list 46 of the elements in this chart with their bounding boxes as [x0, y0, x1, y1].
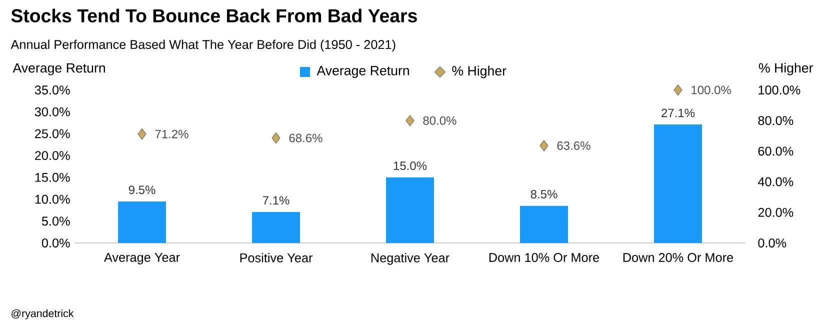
- data-label: 27.1%: [662, 108, 695, 118]
- data-label: 9.5%: [128, 186, 156, 194]
- x-tick-label: Down 10% Or More: [489, 253, 600, 262]
- data-label: 68.6%: [289, 134, 322, 142]
- data-label: 100.0%: [692, 86, 731, 94]
- data-label: 15.0%: [394, 162, 427, 170]
- y-tick-label: 15.0%: [35, 172, 70, 182]
- point: [406, 114, 414, 126]
- y2-tick-label: 100.0%: [758, 86, 800, 94]
- y-tick-label: 20.0%: [35, 151, 70, 160]
- bar: [252, 212, 300, 243]
- chart-subtitle: Annual Performance Based What The Year Before Did (1950 - 2021): [10, 40, 396, 52]
- point: [272, 132, 280, 144]
- y-tick-label: 0.0%: [42, 238, 70, 248]
- legend-label: % Higher: [452, 66, 506, 78]
- data-label: 71.2%: [155, 130, 188, 138]
- y-axis-title: Average Return: [12, 63, 105, 76]
- y-tick-label: 35.0%: [34, 86, 70, 94]
- y2-tick-label: 20.0%: [758, 208, 794, 217]
- y2-tick-label: 40.0%: [758, 177, 794, 186]
- data-label: 63.6%: [557, 141, 590, 150]
- y-tick-label: 25.0%: [35, 129, 70, 138]
- text: @ryandetrick: [12, 309, 74, 320]
- x-tick-label: Down 20% Or More: [623, 253, 734, 262]
- y2-axis-title: % Higher: [758, 62, 814, 76]
- y-tick-label: 5.0%: [42, 216, 70, 226]
- bar: [654, 124, 702, 243]
- legend-label: Average Return: [316, 66, 409, 78]
- y-tick-label: 30.0%: [34, 107, 70, 116]
- y2-tick-label: 80.0%: [758, 116, 794, 126]
- bar: [386, 177, 434, 243]
- y-tick-label: 10.0%: [35, 194, 70, 204]
- data-label: 80.0%: [423, 116, 456, 125]
- x-tick-label: Negative Year: [371, 253, 450, 265]
- y2-tick-label: 0.0%: [758, 238, 786, 248]
- chart-title: Stocks Tend To Bounce Back From Bad Years: [11, 8, 417, 22]
- bar: [118, 201, 166, 243]
- x-tick-label: Positive Year: [240, 253, 313, 262]
- data-label: 7.1%: [262, 196, 290, 205]
- point: [138, 128, 146, 140]
- data-label: 8.5%: [530, 190, 558, 198]
- point: [674, 84, 682, 96]
- x-tick-label: Average Year: [104, 253, 180, 264]
- point: [540, 140, 548, 152]
- y2-tick-label: 60.0%: [758, 146, 794, 156]
- bar: [520, 206, 568, 243]
